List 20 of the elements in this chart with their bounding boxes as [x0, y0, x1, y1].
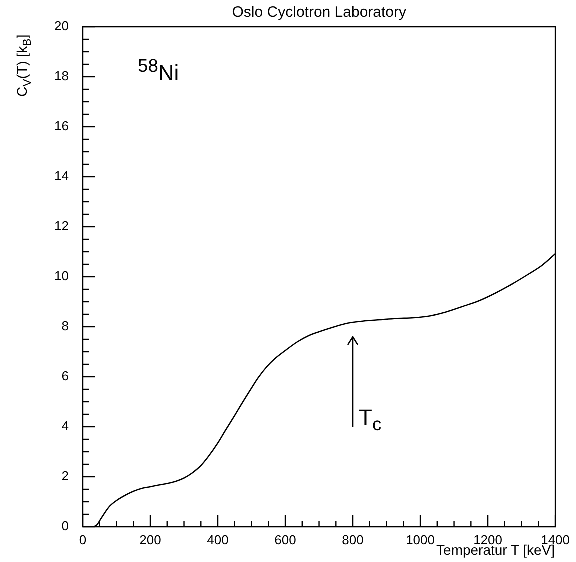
- x-tick-label: 400: [207, 532, 229, 548]
- x-tick-label: 800: [342, 532, 364, 548]
- y-tick-label: 18: [54, 68, 69, 84]
- x-tick-label: 600: [274, 532, 296, 548]
- chart-title: Oslo Cyclotron Laboratory: [232, 4, 407, 21]
- y-tick-label: 10: [54, 268, 69, 284]
- x-tick-label: 200: [140, 532, 162, 548]
- x-tick-label: 0: [79, 532, 87, 548]
- y-tick-label: 12: [54, 218, 69, 234]
- y-tick-label: 14: [54, 168, 69, 184]
- annotation: T$_{c}$: [359, 405, 382, 436]
- y-tick-label: 4: [62, 418, 69, 434]
- y-tick-label: 2: [62, 468, 69, 484]
- y-tick-label: 6: [62, 368, 69, 384]
- y-tick-label: 8: [62, 318, 69, 334]
- y-tick-label: 20: [54, 18, 69, 34]
- y-tick-label: 16: [54, 118, 69, 134]
- y-tick-label: 0: [62, 518, 69, 534]
- annotation: $^{58}$Ni: [138, 55, 180, 86]
- x-tick-label: 1000: [406, 532, 435, 548]
